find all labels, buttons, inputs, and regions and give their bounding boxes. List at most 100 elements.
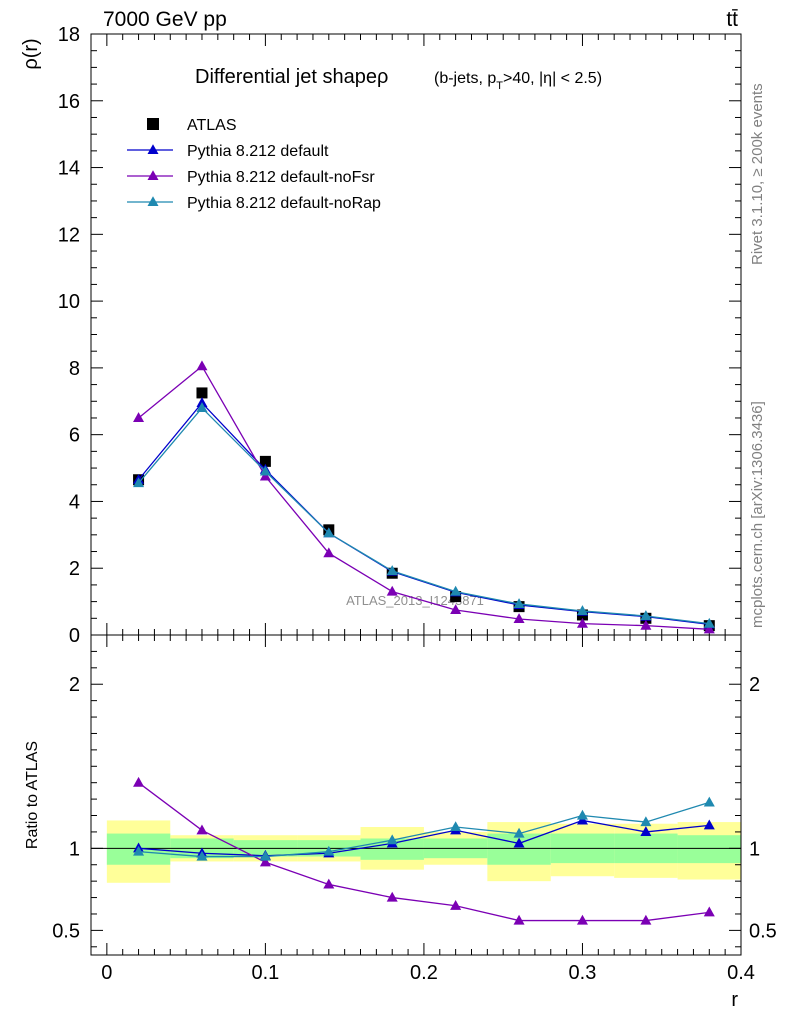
ratio-series-line [138, 782, 710, 922]
y-tick-label-ratio: 2 [69, 674, 80, 696]
data-point [323, 527, 335, 538]
legend-marker [147, 144, 159, 155]
y-tick-label-main: 14 [58, 158, 80, 180]
data-point [513, 613, 525, 624]
data-point [196, 360, 208, 371]
series-line [138, 365, 710, 630]
band-stat [360, 838, 424, 860]
series-3 [133, 402, 715, 628]
legend: ATLAS Pythia 8.212 default Pythia 8.212 de… [127, 117, 381, 212]
data-point [450, 604, 462, 615]
y-axis-title-ratio: Ratio to ATLAS [24, 741, 41, 849]
y-tick-label-ratio-right: 2 [749, 674, 760, 696]
main-title: Differential jet shapeρ [195, 66, 388, 88]
y-tick-label-main: 8 [69, 358, 80, 380]
data-point [640, 619, 652, 630]
rivet-label: Rivet 3.1.10, ≥ 200k events [749, 83, 766, 265]
ratio-point [513, 827, 525, 838]
ratio-point [640, 816, 652, 827]
y-tick-label-main: 2 [69, 558, 80, 580]
series-2 [133, 360, 715, 634]
legend-item: ATLAS [147, 117, 237, 134]
legend-label: Pythia 8.212 default-noFsr [187, 169, 375, 186]
data-point [196, 397, 208, 408]
legend-item: Pythia 8.212 default-noRap [127, 195, 381, 212]
legend-label: Pythia 8.212 default [187, 143, 329, 160]
ratio-point [386, 891, 398, 902]
x-tick-label: 0.3 [569, 962, 597, 984]
data-point [703, 623, 715, 634]
ratio-point [259, 856, 271, 867]
ratio-point [196, 824, 208, 835]
y-tick-label-main: 12 [58, 224, 80, 246]
ratio-series-line [138, 801, 710, 858]
band-stat [677, 835, 741, 864]
legend-label: ATLAS [187, 117, 237, 134]
data-point [259, 465, 271, 476]
main-subtitle: (b-jets, pT>40, |η| < 2.5) [434, 70, 602, 92]
legend-item: Pythia 8.212 default [127, 143, 329, 160]
ratio-point [450, 821, 462, 832]
data-point [259, 470, 271, 481]
data-point [450, 585, 462, 596]
ratio-frame [90, 634, 742, 956]
ratio-point [576, 914, 588, 925]
data-point [450, 591, 462, 603]
x-tick-label: 0 [101, 962, 112, 984]
y-tick-label-main: 0 [69, 625, 80, 647]
ratio-point [196, 850, 208, 861]
ratio-point [386, 834, 398, 845]
data-point [323, 547, 335, 558]
main-panel: Differential jet shapeρ (b-jets, pT>40, … [20, 24, 742, 647]
data-point [259, 455, 271, 467]
energy-label: 7000 GeV pp [103, 8, 227, 31]
ratio-panel: Ratio to ATLAS r 0.5 0.5 1 1 2 2 0 0.1 0.2 0.3 0.4 [24, 634, 777, 1011]
ratio-point [133, 776, 145, 787]
y-tick-label-main: 10 [58, 291, 80, 313]
legend-item: Pythia 8.212 default-noFsr [127, 169, 375, 186]
data-point [386, 565, 398, 575]
ratio-point [450, 899, 462, 910]
data-point [703, 617, 715, 628]
ratio-point [133, 845, 145, 856]
ratio-series-line [138, 819, 710, 857]
process-label: tt̄ [726, 8, 738, 31]
ratio-point [703, 819, 715, 830]
mcplots-label: mcplots.cern.ch [arXiv:1306.3436] [749, 401, 766, 628]
legend-label: Pythia 8.212 default-noRap [187, 195, 381, 212]
y-tick-label-main: 6 [69, 425, 80, 447]
series-line [138, 401, 710, 625]
ratio-point [640, 914, 652, 925]
ratio-series-2 [133, 796, 715, 861]
data-point [386, 585, 398, 596]
x-tick-label: 0.2 [410, 962, 438, 984]
data-point [133, 477, 145, 488]
y-axis-title-main: ρ(r) [20, 38, 42, 69]
data-point [513, 598, 525, 609]
y-tick-label-main: 4 [69, 491, 80, 513]
ratio-point [703, 906, 715, 917]
legend-marker [147, 170, 159, 181]
data-point [640, 610, 652, 621]
x-tick-label: 0.1 [251, 962, 279, 984]
y-tick-label-ratio: 0.5 [52, 920, 80, 942]
ratio-point [323, 845, 335, 856]
ratio-series-1 [133, 776, 715, 925]
x-axis-title: r [731, 989, 738, 1011]
y-tick-label-ratio-right: 0.5 [749, 920, 777, 942]
series-line [138, 406, 710, 625]
ratio-point [640, 826, 652, 836]
data-point [576, 617, 588, 628]
legend-marker [147, 118, 159, 130]
y-tick-label-ratio-right: 1 [749, 838, 760, 860]
y-tick-label-ratio: 1 [69, 838, 80, 860]
data-point [576, 605, 588, 616]
ratio-point [703, 796, 715, 807]
data-point [196, 402, 208, 413]
y-tick-label-main: 16 [58, 91, 80, 113]
ratio-point [323, 878, 335, 889]
ratio-point [513, 914, 525, 925]
ratio-point [259, 850, 271, 861]
ratio-point [576, 809, 588, 820]
